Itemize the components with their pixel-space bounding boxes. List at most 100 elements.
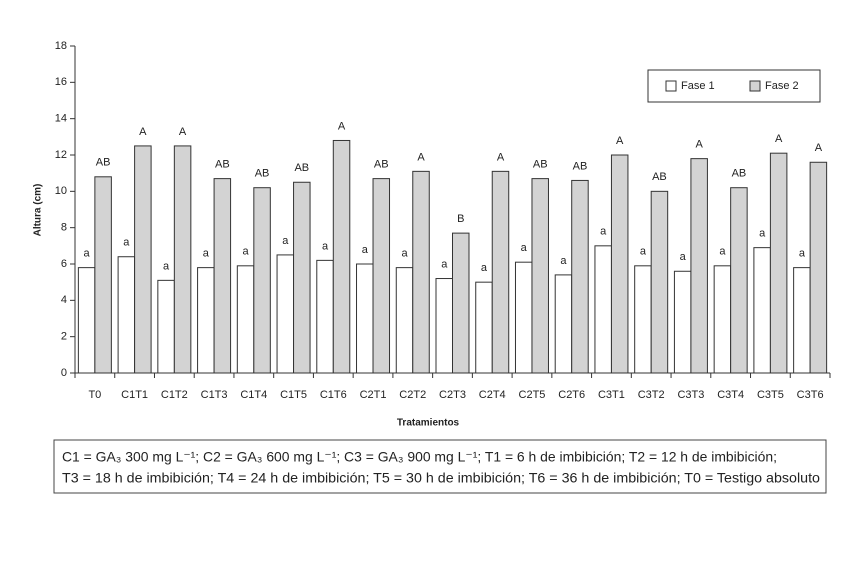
bar-letter: a xyxy=(481,262,488,274)
bar xyxy=(117,256,136,374)
bar xyxy=(594,245,612,374)
bar-letter: A xyxy=(616,135,624,147)
bar-letter: AB xyxy=(294,162,309,174)
bar xyxy=(134,145,152,374)
bar xyxy=(332,139,351,374)
bar-letter: a xyxy=(759,228,766,240)
y-tick-label: 6 xyxy=(61,258,67,270)
bar xyxy=(395,267,414,374)
bar xyxy=(157,279,175,374)
bar-letter: A xyxy=(139,126,147,138)
bar-letter: A xyxy=(695,139,703,151)
bar xyxy=(435,278,453,374)
footnote-box xyxy=(53,439,827,494)
y-tick-label: 0 xyxy=(61,367,67,379)
bar-letter: AB xyxy=(573,160,588,172)
y-tick-label: 12 xyxy=(55,149,67,161)
x-tick-label: C2T5 xyxy=(519,389,546,401)
bar xyxy=(293,181,311,374)
x-tick-label: C2T6 xyxy=(558,389,585,401)
bar-letter: a xyxy=(243,246,250,258)
bar-letter: a xyxy=(640,246,647,258)
bar-letter: A xyxy=(338,120,346,132)
bar xyxy=(491,170,510,374)
x-tick-label: C2T2 xyxy=(399,389,426,401)
x-tick-label: C1T4 xyxy=(240,389,267,401)
x-tick-label: C1T2 xyxy=(161,389,188,401)
bar xyxy=(356,263,374,374)
bar-letter: AB xyxy=(215,159,230,171)
bar xyxy=(713,265,732,374)
y-tick-label: 10 xyxy=(55,185,67,197)
bar-letter: a xyxy=(203,248,210,260)
x-tick-label: C3T5 xyxy=(757,389,784,401)
bar xyxy=(730,187,748,374)
footnote-line: C1 = GA₃ 300 mg L⁻¹; C2 = GA₃ 600 mg L⁻¹… xyxy=(62,449,777,465)
bar xyxy=(514,261,533,374)
bar xyxy=(753,247,771,374)
bar-letter: a xyxy=(799,248,806,260)
legend-swatch xyxy=(749,80,761,92)
bar-letter: A xyxy=(497,151,505,163)
bar xyxy=(452,232,470,374)
x-tick-label: C3T2 xyxy=(638,389,665,401)
legend-swatch xyxy=(665,80,677,92)
bar-letter: a xyxy=(84,248,91,260)
x-axis-label: Tratamientos xyxy=(397,418,460,429)
y-tick-label: 14 xyxy=(55,113,67,125)
x-tick-label: T0 xyxy=(88,389,101,401)
bar-letter: a xyxy=(680,251,687,263)
bar-letter: B xyxy=(457,213,464,225)
x-tick-label: C2T3 xyxy=(439,389,466,401)
bar xyxy=(213,178,232,374)
x-tick-label: C2T1 xyxy=(360,389,387,401)
x-tick-label: C3T6 xyxy=(797,389,824,401)
bar xyxy=(809,161,828,374)
bar xyxy=(316,259,334,374)
bar-letter: a xyxy=(322,240,329,252)
legend-label: Fase 2 xyxy=(765,80,799,92)
bar-letter: A xyxy=(417,151,425,163)
x-tick-label: C3T3 xyxy=(677,389,704,401)
bar-letter: AB xyxy=(255,168,270,180)
bar xyxy=(475,281,493,374)
y-axis-label: Altura (cm) xyxy=(33,184,44,237)
bar-letter: AB xyxy=(533,159,548,171)
bar xyxy=(610,154,629,374)
legend-box xyxy=(647,69,821,103)
bar xyxy=(94,176,112,374)
bar-letter: AB xyxy=(374,159,389,171)
bar xyxy=(793,267,811,374)
bar-letter: A xyxy=(815,142,823,154)
bar-letter: a xyxy=(441,258,448,270)
bar-letter: AB xyxy=(652,171,667,183)
y-tick-label: 2 xyxy=(61,331,67,343)
bar-letter: A xyxy=(179,126,187,138)
y-tick-label: 18 xyxy=(55,40,67,52)
legend-label: Fase 1 xyxy=(681,80,715,92)
bar xyxy=(253,187,271,374)
bar xyxy=(531,178,549,374)
bar-letter: a xyxy=(163,260,170,272)
bar xyxy=(769,152,788,374)
bar xyxy=(650,190,669,374)
bar-letter: a xyxy=(362,244,369,256)
bar xyxy=(197,267,215,374)
footnote-line: T3 = 18 h de imbibición; T4 = 24 h de im… xyxy=(62,470,820,486)
x-tick-label: C2T4 xyxy=(479,389,506,401)
bar xyxy=(554,274,573,374)
y-tick-label: 16 xyxy=(55,76,67,88)
x-tick-label: C3T1 xyxy=(598,389,625,401)
bar xyxy=(571,179,589,374)
bar-letter: A xyxy=(775,133,783,145)
bar-letter: a xyxy=(401,248,408,260)
x-tick-label: C1T6 xyxy=(320,389,347,401)
bar-letter: AB xyxy=(732,168,747,180)
bar xyxy=(77,267,96,374)
bar xyxy=(173,145,192,374)
bar xyxy=(372,178,391,374)
x-tick-label: C3T4 xyxy=(717,389,744,401)
bar xyxy=(276,254,295,374)
bar xyxy=(634,265,652,374)
